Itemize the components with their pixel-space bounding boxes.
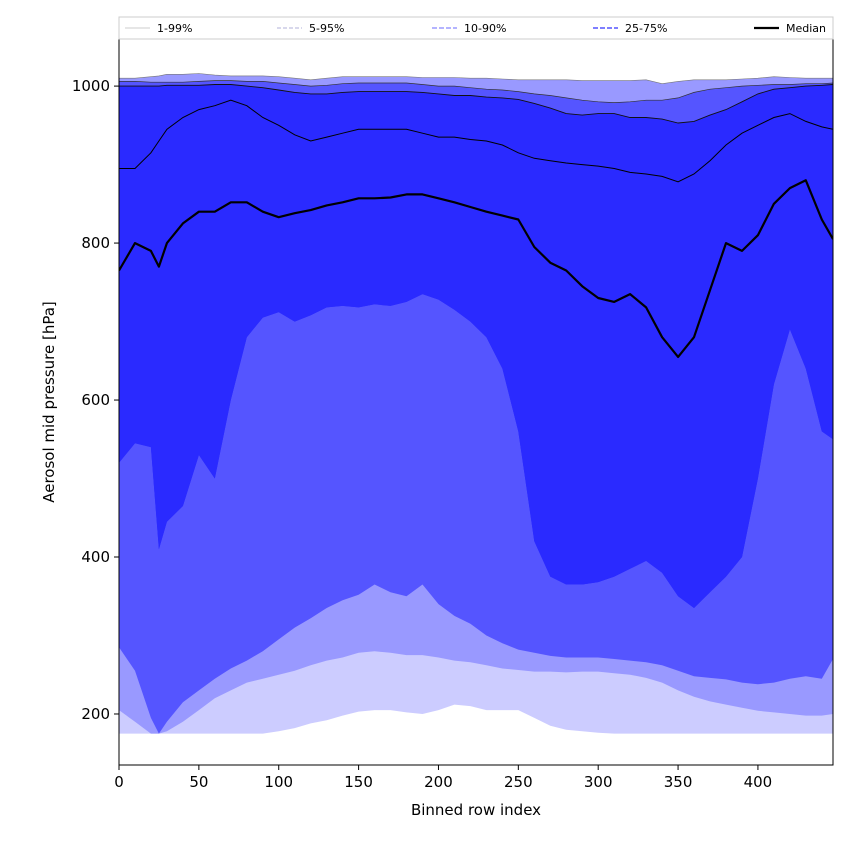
x-tick-label: 0 <box>114 773 124 791</box>
x-tick-label: 400 <box>744 773 773 791</box>
x-axis-label: Binned row index <box>411 801 541 819</box>
legend-label: 1-99% <box>157 22 192 35</box>
legend-label: 10-90% <box>464 22 506 35</box>
band-edge-4 <box>119 99 833 183</box>
y-tick-label: 600 <box>81 391 110 409</box>
x-tick-label: 50 <box>189 773 208 791</box>
legend-label: Median <box>786 22 826 35</box>
legend: 1-99% 5-95% 10-90% 25-75% Median <box>118 16 834 40</box>
x-tick-label: 100 <box>264 773 293 791</box>
x-tick-label: 300 <box>584 773 613 791</box>
y-tick-label: 800 <box>81 234 110 252</box>
legend-box <box>118 16 834 40</box>
bands-group <box>119 73 833 734</box>
plot-area <box>119 73 833 734</box>
y-axis-label: Aerosol mid pressure [hPa] <box>40 301 58 503</box>
x-tick-label: 200 <box>424 773 453 791</box>
legend-label: 5-95% <box>309 22 344 35</box>
y-tick-label: 400 <box>81 548 110 566</box>
band-edge-3 <box>119 84 833 124</box>
band-edge-1 <box>119 73 833 85</box>
x-tick-label: 350 <box>664 773 693 791</box>
x-tick-label: 250 <box>504 773 533 791</box>
band-edge-2 <box>119 80 833 103</box>
y-tick-label: 1000 <box>72 77 110 95</box>
y-tick-label: 200 <box>81 705 110 723</box>
legend-label: 25-75% <box>625 22 667 35</box>
x-tick-label: 150 <box>344 773 373 791</box>
band-inner <box>119 100 833 608</box>
series-line-median <box>119 179 833 358</box>
